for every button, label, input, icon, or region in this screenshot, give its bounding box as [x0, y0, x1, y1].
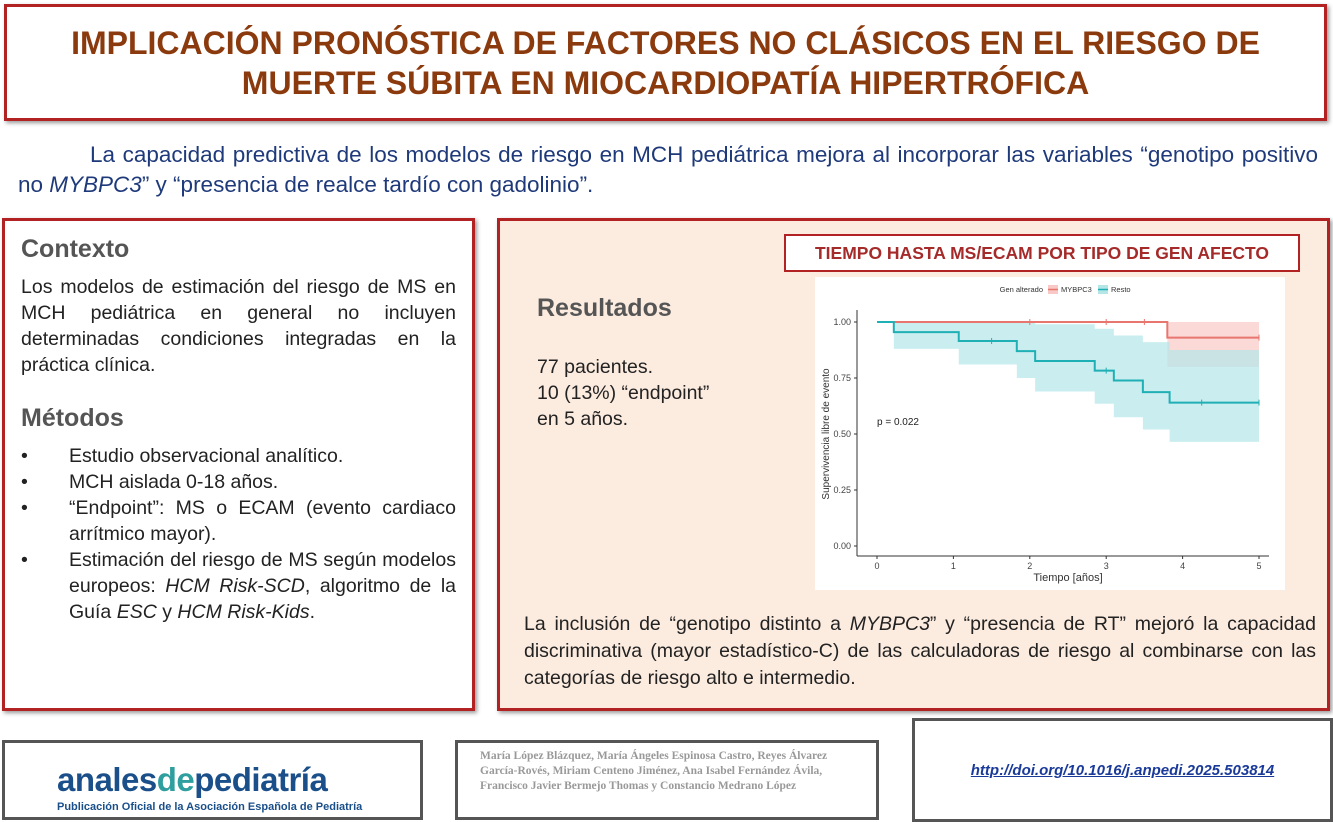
- methods-heading: Métodos: [21, 404, 124, 432]
- km-chart: 0.00 0.25 0.50 0.75 1.00 0 1 2 3 4 5 Tiempo [años] S…: [815, 277, 1285, 590]
- doi-link[interactable]: http://doi.org/10.1016/j.anpedi.2025.503…: [970, 761, 1275, 779]
- x-tick-label: 1: [951, 561, 956, 571]
- results-conclusion: La inclusión de “genotipo distinto a MYB…: [524, 613, 1316, 689]
- results-line: en 5 años.: [537, 408, 629, 430]
- x-tick-label: 2: [1027, 561, 1032, 571]
- key-message: La capacidad predictiva de los modelos d…: [18, 140, 1318, 200]
- list-item: Estudio observacional analítico.: [21, 443, 456, 469]
- km-chart-svg: 0.00 0.25 0.50 0.75 1.00 0 1 2 3 4 5 Tiempo [años] S…: [821, 285, 1269, 584]
- y-tick-label: 0.00: [833, 541, 851, 551]
- survival-line-MYBPC3: [877, 321, 1259, 339]
- page-title: IMPLICACIÓN PRONÓSTICA DE FACTORES NO CL…: [4, 4, 1327, 121]
- p-value-annotation: p = 0.022: [877, 417, 919, 428]
- x-tick-label: 0: [874, 561, 879, 571]
- methods-list: Estudio observacional analítico. MCH ais…: [21, 443, 456, 625]
- context-methods-panel: Contexto Los modelos de estimación del r…: [2, 218, 475, 711]
- results-heading: Resultados: [537, 294, 672, 322]
- legend-title: Gen alterado: [1000, 285, 1043, 294]
- doi-box: http://doi.org/10.1016/j.anpedi.2025.503…: [912, 718, 1333, 822]
- x-tick-label: 4: [1180, 561, 1185, 571]
- context-text: Los modelos de estimación del riesgo de …: [21, 276, 456, 376]
- context-heading: Contexto: [21, 235, 130, 263]
- journal-logo: analesdepediatría Publicación Oficial de…: [2, 740, 423, 820]
- summary-text: La capacidad predictiva de los modelos d…: [18, 142, 1318, 197]
- list-item: Estimación del riesgo de MS según modelo…: [21, 547, 456, 625]
- legend-label-MYBPC3: MYBPC3: [1061, 285, 1092, 294]
- list-item: “Endpoint”: MS o ECAM (evento cardiaco a…: [21, 495, 456, 547]
- y-tick-label: 1.00: [833, 317, 851, 327]
- survival-line-Resto: [877, 321, 1259, 404]
- y-axis-label: Supervivencia libre de evento: [821, 368, 832, 500]
- x-axis-label: Tiempo [años]: [1033, 572, 1102, 584]
- legend-label-Resto: Resto: [1111, 285, 1131, 294]
- results-text: 77 pacientes. 10 (13%) “endpoint” en 5 a…: [537, 354, 709, 432]
- x-tick-label: 3: [1104, 561, 1109, 571]
- summary-text-end: ” y “presencia de realce tardío con gado…: [141, 172, 594, 197]
- y-tick-label: 0.50: [833, 429, 851, 439]
- results-line: 77 pacientes.: [537, 356, 654, 378]
- summary-gene: MYBPC3: [49, 172, 142, 197]
- chart-title: TIEMPO HASTA MS/ECAM POR TIPO DE GEN AFE…: [784, 234, 1300, 272]
- list-item: MCH aislada 0-18 años.: [21, 469, 456, 495]
- y-tick-label: 0.75: [833, 373, 851, 383]
- authors: María López Blázquez, María Ángeles Espi…: [455, 740, 879, 820]
- results-line: 10 (13%) “endpoint”: [537, 382, 710, 404]
- x-tick-label: 5: [1256, 561, 1261, 571]
- y-tick-label: 0.25: [833, 485, 851, 495]
- ci-band-Resto: [877, 322, 1259, 442]
